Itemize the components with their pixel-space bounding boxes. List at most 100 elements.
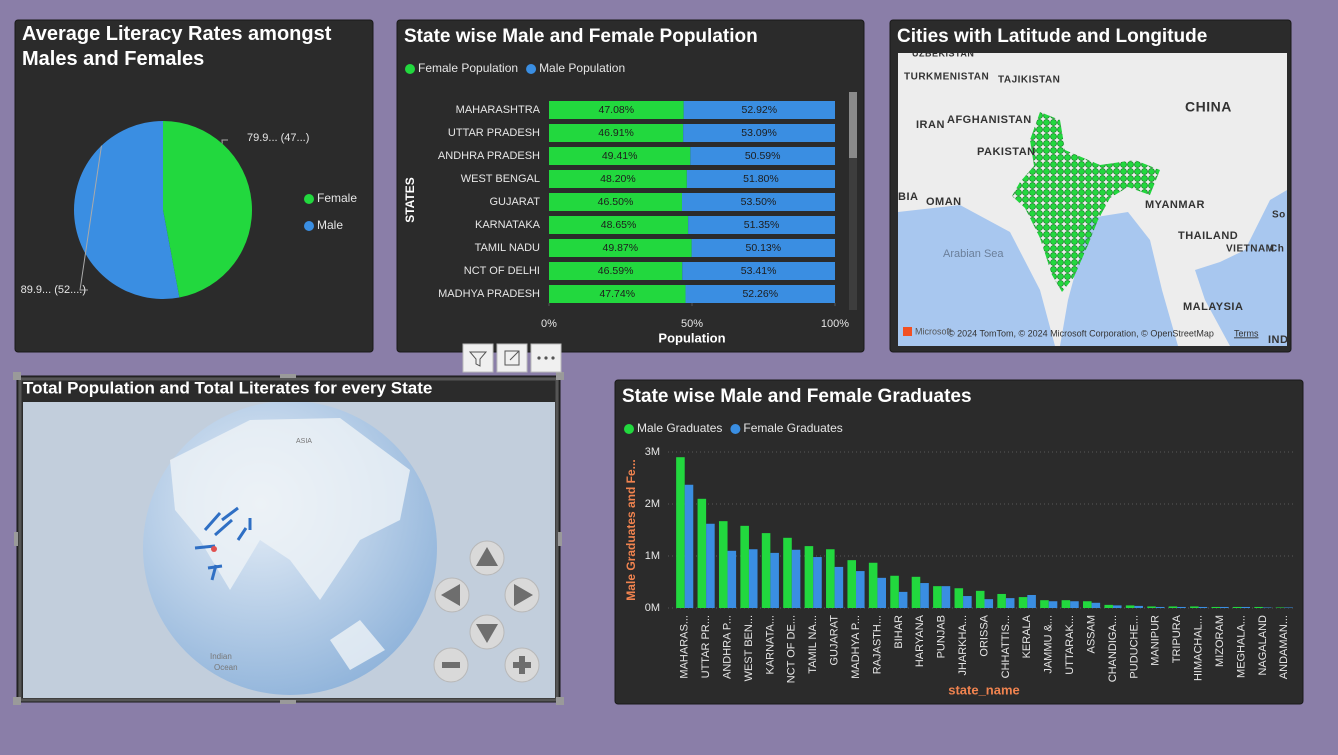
map-label: CHINA — [1185, 99, 1232, 115]
map-label: So — [1272, 210, 1286, 221]
bar — [847, 560, 857, 608]
x-tick-label: MIZORAM — [1214, 615, 1226, 667]
x-tick-label: 100% — [821, 318, 849, 330]
map-label: Arabian Sea — [943, 248, 1004, 260]
bar — [826, 549, 835, 608]
legend-label: Female Population — [418, 61, 518, 75]
x-tick-label: TRIPURA — [1171, 614, 1183, 663]
bar-segment — [549, 285, 686, 303]
globe-label: ASIA — [296, 438, 312, 445]
bar — [1190, 606, 1199, 608]
selection-handles[interactable] — [13, 372, 564, 705]
scrollbar-thumb[interactable] — [849, 92, 857, 158]
bar — [997, 593, 1006, 608]
bar — [740, 525, 749, 608]
legend-swatch — [526, 64, 537, 74]
bar — [920, 583, 929, 608]
filter-button[interactable] — [462, 343, 494, 373]
legend-swatch — [730, 424, 741, 434]
bar — [1284, 607, 1293, 608]
filter-icon — [468, 351, 488, 367]
bar — [1220, 606, 1229, 608]
globe[interactable]: ASIA Indian Ocean — [23, 401, 555, 698]
globe-point — [211, 546, 217, 552]
x-tick-label: KERALA — [1021, 614, 1033, 658]
x-tick-label: ASSAM — [1085, 615, 1097, 654]
x-tick-label: PUDUCHE... — [1128, 615, 1140, 679]
bar — [1061, 600, 1071, 608]
globe-spikes — [194, 506, 252, 581]
bar — [1232, 606, 1242, 608]
bar — [1168, 606, 1178, 608]
bar — [1048, 601, 1058, 608]
bar — [1125, 605, 1135, 608]
y-tick-label: 0M — [645, 602, 660, 614]
legend-swatch — [304, 221, 314, 231]
bar-segment — [549, 262, 683, 280]
bar — [748, 549, 758, 608]
bar — [941, 586, 951, 608]
data-label: 79.9... (47...) — [247, 132, 309, 144]
x-tick-label: JHARKHA... — [957, 615, 969, 676]
chart-title: State wise Male and Female Population — [404, 26, 758, 47]
chart-title: State wise Male and Female Graduates — [622, 386, 972, 407]
x-tick-label: RAJASTH... — [871, 615, 883, 674]
globe-land — [330, 620, 385, 670]
x-tick-label: UTTARAK... — [1064, 615, 1076, 675]
map-label: PAKISTAN — [977, 146, 1036, 158]
visual-toolbar — [462, 343, 562, 373]
chart-title: Average Literacy Rates amongst Males and… — [22, 23, 332, 70]
x-tick-label: MADHYA P... — [850, 615, 862, 679]
y-tick-label: MAHARASHTRA — [456, 104, 541, 116]
bar-segment — [549, 193, 682, 211]
bar — [1211, 606, 1221, 608]
bar — [761, 533, 771, 608]
bar — [890, 575, 899, 608]
map[interactable]: UZBEKISTAN TURKMENISTAN TAJIKISTAN CHINA IRA… — [898, 48, 1288, 346]
bar-segment — [690, 147, 835, 165]
bar — [1018, 597, 1028, 608]
legend-swatch — [304, 194, 314, 204]
bar — [984, 599, 994, 608]
bar — [1262, 607, 1272, 608]
map-logo: Microsoft — [915, 326, 952, 336]
data-label: 46.91% — [598, 127, 634, 139]
data-label: 49.41% — [602, 150, 638, 162]
bar-segment — [683, 101, 835, 119]
y-tick-label: 1M — [645, 550, 660, 562]
pie-slice — [74, 121, 180, 299]
map-label: OMAN — [926, 196, 962, 208]
focus-button[interactable] — [496, 343, 528, 373]
globe-label: Ocean — [214, 663, 238, 672]
bar-segment — [686, 170, 835, 188]
globe-land — [170, 418, 410, 600]
x-tick-label: KARNATA... — [764, 615, 776, 675]
data-label: 52.26% — [742, 288, 778, 300]
y-tick-label: MADHYA PRADESH — [438, 288, 540, 300]
x-tick-label: JAMMU &... — [1043, 615, 1055, 674]
bar — [783, 537, 792, 608]
scrollbar-track[interactable] — [849, 92, 857, 310]
legend-label: Male — [317, 218, 343, 232]
x-tick-label: BIHAR — [893, 615, 905, 649]
x-tick-label: MEGHALA... — [1235, 615, 1247, 678]
globe-title: Total Population and Total Literates for… — [23, 378, 432, 397]
bar — [697, 498, 707, 608]
x-tick-label: CHHATTIS... — [1000, 615, 1012, 678]
map-label: AFGHANISTAN — [947, 114, 1032, 126]
bar — [718, 521, 728, 608]
bar-segment — [681, 193, 835, 211]
bar — [1005, 598, 1015, 608]
bar — [1091, 602, 1101, 608]
x-tick-label: UTTAR PR... — [700, 615, 712, 678]
city-points[interactable] — [1012, 112, 1160, 292]
map-logo-icon — [903, 327, 912, 336]
y-tick-label: ANDHRA PRADESH — [438, 150, 540, 162]
bar — [1083, 601, 1092, 608]
data-label: 46.50% — [598, 196, 634, 208]
bar-segment — [682, 262, 835, 280]
legend-label: Male Graduates — [637, 421, 722, 435]
bar — [684, 484, 694, 608]
bar — [1198, 606, 1208, 608]
